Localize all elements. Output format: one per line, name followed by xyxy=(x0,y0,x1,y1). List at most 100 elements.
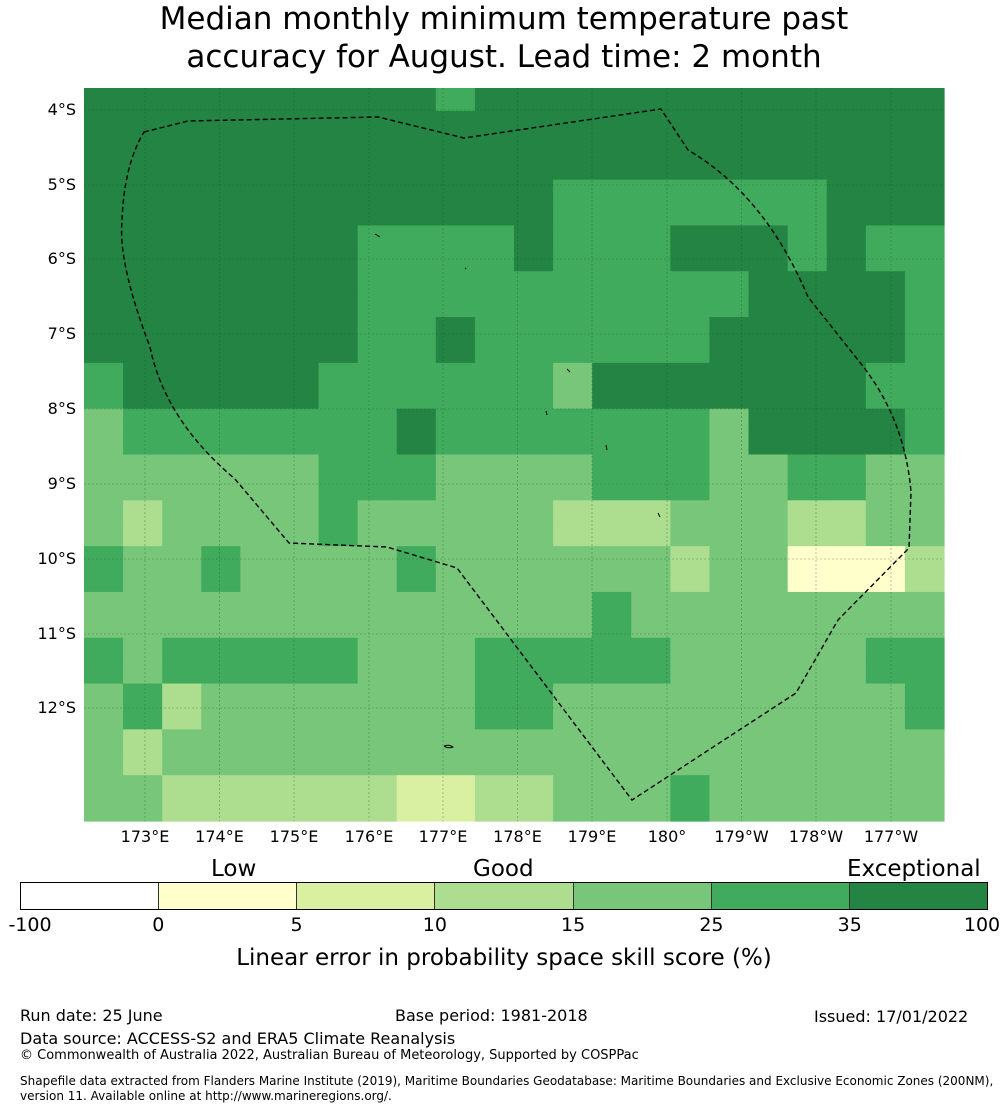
grid-cell xyxy=(435,202,476,227)
grid-cell xyxy=(709,156,750,181)
grid-cell xyxy=(787,431,828,456)
grid-cell xyxy=(592,775,632,799)
grid-cell xyxy=(709,775,750,799)
grid-cell xyxy=(904,362,945,387)
grid-cell xyxy=(123,88,163,112)
longitude-label: 177°E xyxy=(418,827,468,846)
grid-cell xyxy=(514,706,554,730)
grid-cell xyxy=(318,110,359,135)
grid-cell xyxy=(904,706,945,730)
grid-cell xyxy=(474,317,515,341)
grid-cell xyxy=(84,500,124,524)
grid-cell xyxy=(357,202,398,227)
grid-cell xyxy=(357,431,398,456)
grid-cell xyxy=(201,431,241,456)
grid-cell xyxy=(162,248,202,272)
grid-cell xyxy=(553,798,593,822)
grid-cell xyxy=(279,614,320,639)
grid-cell xyxy=(279,729,320,753)
grid-cell xyxy=(904,271,945,295)
grid-cell xyxy=(865,752,906,776)
base-period: Base period: 1981-2018 xyxy=(395,1006,588,1025)
grid-cell xyxy=(396,706,437,730)
grid-cell xyxy=(865,110,906,135)
colorbar-tick: 25 xyxy=(699,914,724,936)
grid-cell xyxy=(396,339,437,364)
grid-cell xyxy=(240,133,281,158)
grid-cell xyxy=(631,271,671,295)
grid-cell xyxy=(474,775,515,799)
grid-cell xyxy=(474,683,515,708)
grid-cell xyxy=(240,729,281,753)
grid-cell xyxy=(631,500,671,524)
grid-cell xyxy=(865,202,906,227)
colorbar-tick: 35 xyxy=(837,914,862,936)
grid-cell xyxy=(396,294,437,318)
longitude-label: 179°E xyxy=(567,827,617,846)
grid-cell xyxy=(826,202,867,227)
grid-cell xyxy=(162,317,202,341)
grid-cell xyxy=(631,362,671,387)
grid-cell xyxy=(201,225,241,249)
grid-cell xyxy=(826,706,867,730)
grid-cell xyxy=(474,225,515,249)
grid-cell xyxy=(865,729,906,753)
grid-cell xyxy=(435,775,476,799)
grid-cell xyxy=(631,179,671,204)
grid-cell xyxy=(865,339,906,364)
grid-cell xyxy=(787,179,828,204)
grid-cell xyxy=(474,408,515,433)
grid-cell xyxy=(435,88,476,112)
grid-cell xyxy=(592,614,632,639)
grid-cell xyxy=(84,752,124,776)
longitude-label: 180° xyxy=(647,827,687,846)
grid-cell xyxy=(748,362,789,387)
grid-cell xyxy=(201,752,241,776)
grid-cell xyxy=(865,614,906,639)
grid-cell xyxy=(826,500,867,524)
grid-cell xyxy=(123,294,163,318)
grid-cell xyxy=(865,271,906,295)
grid-cell xyxy=(396,202,437,227)
grid-cell xyxy=(826,248,867,272)
grid-cell xyxy=(357,248,398,272)
grid-cell xyxy=(865,408,906,433)
grid-cell xyxy=(514,637,554,662)
grid-cell xyxy=(826,339,867,364)
grid-cell xyxy=(318,271,359,295)
grid-cell xyxy=(279,156,320,181)
grid-cell xyxy=(357,156,398,181)
grid-cell xyxy=(357,110,398,135)
grid-cell xyxy=(553,88,593,112)
grid-cell xyxy=(748,431,789,456)
grid-cell xyxy=(357,683,398,708)
grid-cell xyxy=(318,156,359,181)
grid-cell xyxy=(435,546,476,570)
grid-cell xyxy=(631,660,671,685)
grid-cell xyxy=(670,569,711,593)
grid-cell xyxy=(318,660,359,685)
grid-cell xyxy=(318,569,359,593)
grid-cell xyxy=(709,614,750,639)
grid-cell xyxy=(709,88,750,112)
grid-cell xyxy=(240,179,281,204)
grid-cell xyxy=(670,179,711,204)
grid-cell xyxy=(787,477,828,501)
grid-cell xyxy=(201,110,241,135)
grid-cell xyxy=(357,798,398,822)
grid-cell xyxy=(318,248,359,272)
grid-cell xyxy=(84,339,124,364)
grid-cell xyxy=(631,729,671,753)
grid-cell xyxy=(279,637,320,662)
grid-cell xyxy=(84,523,124,547)
grid-cell xyxy=(748,179,789,204)
grid-cell xyxy=(592,248,632,272)
grid-cell xyxy=(279,133,320,158)
grid-cell xyxy=(318,477,359,501)
grid-cell xyxy=(748,271,789,295)
grid-cell xyxy=(826,271,867,295)
grid-cell xyxy=(201,179,241,204)
colorbar-tick: 5 xyxy=(290,914,303,936)
grid-cell xyxy=(748,133,789,158)
grid-cell xyxy=(162,500,202,524)
